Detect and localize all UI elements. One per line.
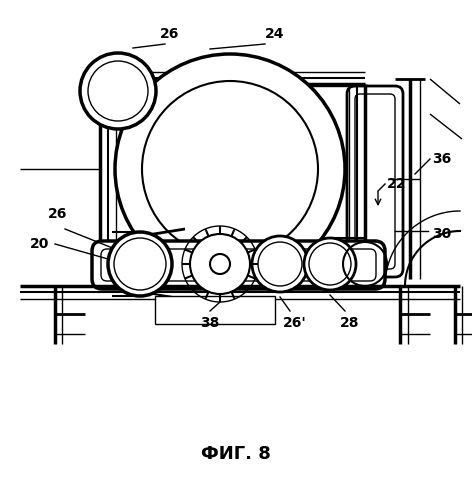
Text: 36: 36 [432, 152, 451, 166]
Text: 22: 22 [387, 177, 406, 191]
Circle shape [115, 54, 345, 284]
FancyBboxPatch shape [92, 241, 385, 289]
Text: 20: 20 [30, 237, 50, 251]
Text: 26: 26 [48, 207, 67, 221]
Circle shape [80, 53, 156, 129]
Text: 28: 28 [340, 316, 360, 330]
Circle shape [252, 236, 308, 292]
FancyBboxPatch shape [347, 86, 403, 277]
Text: 26: 26 [160, 27, 180, 41]
Circle shape [210, 254, 230, 274]
Text: 30: 30 [432, 227, 451, 241]
Circle shape [142, 81, 318, 257]
Circle shape [190, 234, 250, 294]
Text: 38: 38 [200, 316, 219, 330]
Circle shape [304, 238, 356, 290]
Text: 26': 26' [283, 316, 307, 330]
Text: ФИГ. 8: ФИГ. 8 [201, 445, 271, 463]
Bar [155, 296, 275, 324]
Circle shape [108, 232, 172, 296]
Text: 24: 24 [265, 27, 285, 41]
